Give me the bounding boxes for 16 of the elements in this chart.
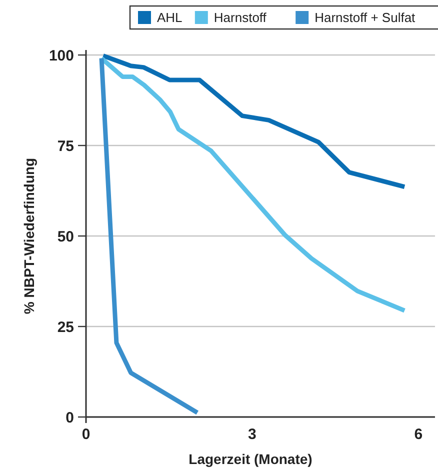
y-axis-title: % NBPT-Wiederfindung (21, 158, 37, 314)
y-tick-label: 0 (66, 409, 74, 426)
line-series (99, 56, 407, 313)
y-tick-label: 25 (57, 318, 74, 336)
legend-label: AHL (157, 10, 182, 25)
legend-label: Harnstoff (214, 10, 267, 25)
y-tick-label: 100 (48, 47, 74, 64)
x-tick-label: 0 (82, 426, 90, 443)
y-tick-label: 75 (57, 138, 74, 155)
legend-label: Harnstoff + Sulfat (314, 10, 416, 25)
x-axis-title: Lagerzeit (Monate) (188, 451, 312, 467)
line-series (99, 56, 200, 415)
line-series (100, 53, 407, 190)
y-tick-label: 50 (57, 228, 74, 246)
x-tick-label: 3 (248, 426, 256, 443)
x-tick-label: 6 (414, 426, 423, 443)
